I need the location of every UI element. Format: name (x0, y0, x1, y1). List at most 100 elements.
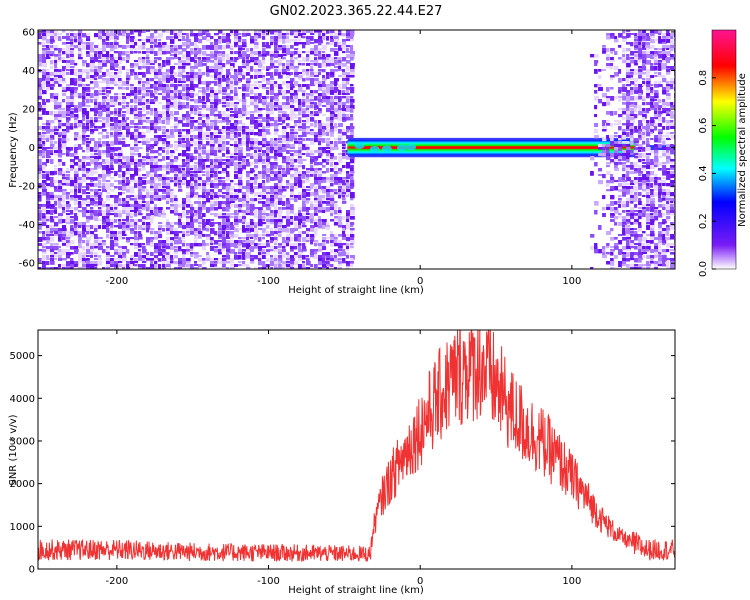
spectrogram-noise-cell (130, 195, 135, 198)
spectrogram-noise-cell (190, 210, 194, 214)
spectrogram-noise-cell (218, 135, 222, 138)
spectrogram-noise-cell (234, 198, 238, 201)
spectrogram-noise-cell (274, 195, 279, 200)
spectrogram-noise-cell (50, 33, 54, 38)
spectrogram-noise-cell (154, 150, 159, 154)
spectrogram-noise-cell (58, 237, 62, 242)
spectrogram-noise-cell (238, 72, 243, 77)
spectrogram-noise-cell (146, 30, 151, 33)
spectrogram-noise-cell (246, 57, 250, 60)
spectrogram-noise-cell (218, 114, 222, 119)
spectrogram-noise-cell (166, 222, 171, 226)
spectrogram-noise-cell (314, 72, 319, 76)
spectrogram-noise-cell (170, 72, 174, 75)
spectrogram-noise-cell (326, 168, 330, 173)
spectrogram-noise-cell (230, 228, 235, 231)
spectrogram-noise-cell (130, 189, 135, 194)
spectrogram-noise-cell (50, 81, 54, 85)
spectrogram-noise-cell (138, 180, 143, 185)
spectrogram-noise-cell (286, 264, 291, 269)
spectrogram-noise-cell (158, 51, 163, 56)
spectrogram-noise-cell (326, 99, 331, 103)
spectrogram-noise-cell (282, 45, 287, 50)
spectrogram-noise-cell (630, 33, 635, 36)
spectrogram-noise-cell (242, 186, 247, 189)
spectrogram-noise-cell (158, 252, 163, 256)
spectrogram-noise-cell (278, 267, 283, 269)
spectrogram-noise-cell (266, 153, 270, 157)
spectrogram-noise-cell (342, 147, 346, 150)
spectrogram-noise-cell (258, 96, 262, 101)
spectrogram-noise-cell (182, 48, 187, 52)
spectrogram-noise-cell (338, 192, 343, 197)
spectrogram-noise-cell (166, 129, 170, 134)
spectrogram-noise-cell (102, 210, 106, 213)
spectrogram-noise-cell (202, 159, 207, 162)
spectrogram-noise-cell (126, 57, 131, 60)
spectrogram-noise-cell (314, 135, 318, 138)
spectrogram-noise-cell (238, 144, 243, 147)
spectrogram-noise-cell (58, 255, 62, 260)
spectrogram-noise-cell (82, 240, 86, 244)
spectrogram-noise-cell (102, 201, 107, 206)
spectrogram-noise-cell (142, 165, 146, 168)
spectrogram-noise-cell (178, 180, 183, 183)
spectrogram-noise-cell (78, 240, 82, 244)
spectrogram-noise-cell (74, 93, 79, 98)
spectrogram-noise-cell (138, 195, 143, 200)
spectrogram-noise-cell (70, 219, 75, 224)
spectrogram-noise-cell (114, 123, 119, 128)
spectrogram-noise-cell (218, 162, 222, 167)
spectrogram-noise-cell (130, 132, 134, 136)
spectrogram-noise-cell (90, 45, 94, 49)
spectrogram-noise-cell (346, 237, 351, 242)
spectrogram-noise-cell (322, 81, 326, 86)
spectrogram-noise-cell (234, 102, 239, 105)
spectrogram-noise-cell (98, 90, 103, 93)
spectrogram-noise-cell (350, 102, 354, 106)
spectrogram-noise-cell (274, 264, 278, 269)
spectrogram-noise-cell (162, 30, 166, 33)
spectrogram-noise-cell (254, 150, 258, 154)
spectrogram-noise-cell (254, 36, 259, 39)
spectrogram-noise-cell (66, 177, 70, 181)
spectrogram-noise-cell (210, 183, 214, 188)
spectrogram-noise-cell (190, 69, 195, 74)
spectrogram-noise-cell (54, 33, 58, 38)
spectrogram-noise-cell (130, 45, 135, 49)
spectrogram-noise-cell (302, 195, 307, 199)
spectrogram-noise-cell (70, 81, 75, 86)
spectrogram-noise-cell (346, 183, 350, 188)
spectrogram-noise-cell (174, 180, 179, 185)
spectrogram-noise-cell (98, 180, 102, 185)
spectrogram-noise-cell (226, 183, 231, 188)
spectrogram-noise-cell (270, 54, 275, 57)
spectrogram-noise-cell (294, 198, 298, 203)
spectrogram-noise-cell (118, 81, 123, 84)
spectrogram-noise-cell (318, 225, 323, 229)
spectrogram-noise-cell (230, 114, 235, 117)
spectrogram-noise-cell (50, 153, 54, 156)
spectrogram-noise-cell (162, 246, 166, 249)
spectrogram-noise-cell (626, 213, 631, 216)
spectrogram-noise-cell (310, 84, 315, 87)
spectrogram-noise-cell (314, 30, 319, 33)
spectrogram-noise-cell (290, 159, 295, 162)
spectrogram-noise-cell (258, 60, 262, 65)
spectrogram-noise-cell (266, 132, 271, 135)
spectrogram-noise-cell (82, 168, 86, 172)
spectrogram-noise-cell (254, 267, 258, 269)
spectrogram-noise-cell (126, 69, 131, 72)
spectrogram-noise-cell (154, 249, 159, 254)
spectrogram-noise-cell (218, 87, 222, 91)
spectrogram-noise-cell (306, 147, 310, 150)
spectrogram-noise-cell (270, 141, 274, 145)
spectrogram-noise-cell (198, 120, 203, 124)
spectrogram-noise-cell (182, 135, 187, 139)
spectrogram-noise-cell (290, 246, 295, 250)
spectrogram-noise-cell (306, 153, 311, 157)
spectrogram-noise-cell (94, 114, 98, 117)
spectrogram-noise-cell (58, 228, 63, 232)
spectrogram-noise-cell (634, 138, 640, 143)
spectrogram-noise-cell (130, 174, 135, 178)
